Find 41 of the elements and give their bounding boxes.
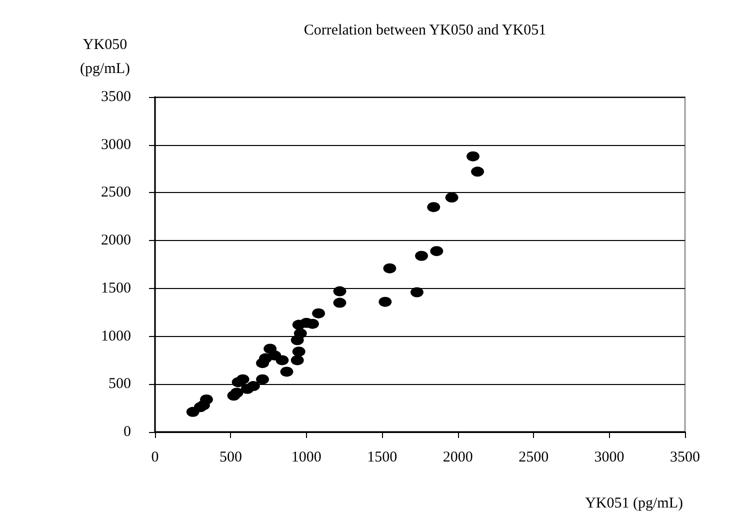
y-tick-label: 1500: [101, 280, 131, 296]
point: [466, 151, 480, 162]
point: [427, 202, 440, 212]
x-tick-label: 1500: [367, 450, 398, 466]
point: [415, 250, 428, 261]
point: [383, 263, 396, 274]
point: [312, 308, 326, 318]
x-tick-label: 500: [219, 450, 242, 466]
x-tick-label: 3500: [670, 450, 700, 466]
point: [256, 374, 270, 384]
point: [236, 374, 250, 384]
x-tick-label: 1000: [291, 450, 322, 466]
point: [290, 355, 304, 366]
point: [246, 381, 260, 392]
y-tick-label: 0: [124, 424, 131, 440]
x-tick-label: 2000: [442, 450, 473, 466]
y-tick-label: 3500: [101, 89, 131, 105]
point: [471, 166, 484, 177]
chart-title: Correlation between YK050 and YK051: [304, 22, 546, 38]
y-tick-label: 1000: [101, 328, 131, 344]
point: [230, 388, 244, 398]
x-tick-label: 0: [151, 450, 159, 466]
y-tick-label: 3000: [101, 136, 131, 153]
point: [333, 286, 346, 296]
point: [280, 366, 294, 377]
y-tick-label: 2000: [101, 232, 131, 249]
x-axis-title: YK051 (pg/mL): [585, 496, 683, 512]
point: [445, 192, 458, 202]
x-tick-label: 2500: [518, 450, 549, 466]
point: [200, 394, 213, 404]
point: [294, 328, 307, 338]
point: [333, 298, 346, 308]
x-tick-label: 3000: [594, 450, 624, 466]
point: [276, 355, 289, 366]
y-tick-label: 500: [108, 376, 131, 392]
point: [430, 246, 444, 256]
point: [378, 296, 392, 307]
point: [292, 346, 306, 357]
y-axis-title: YK050 (pg/mL): [80, 37, 130, 77]
point: [410, 287, 424, 298]
y-tick-label: 2500: [101, 184, 131, 201]
